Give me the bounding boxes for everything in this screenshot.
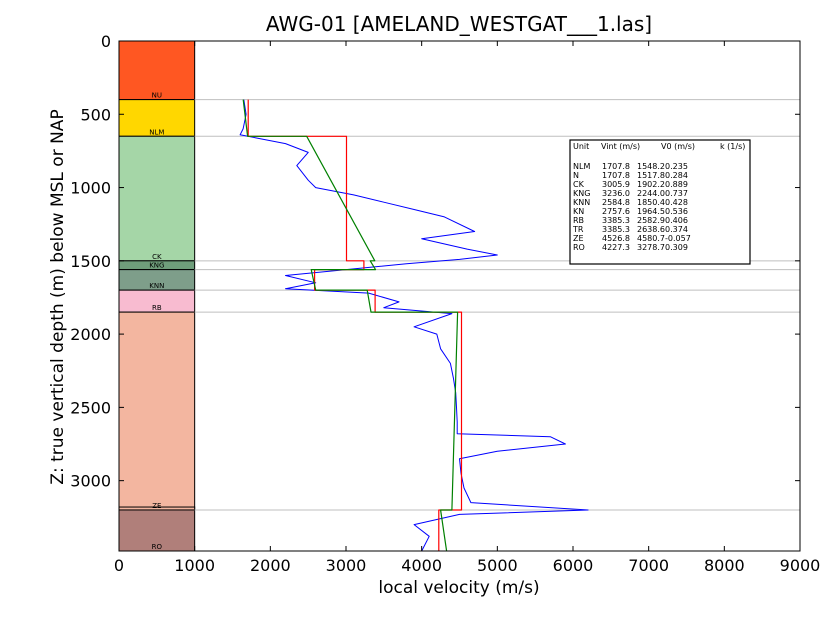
formation-label: KNN: [149, 282, 164, 290]
legend-cell: 1902.2: [637, 180, 665, 189]
legend-cell: 3278.7: [637, 243, 665, 252]
legend-cell: 0.428: [665, 198, 688, 207]
interval-velocity-line: [247, 99, 463, 551]
legend-header: k (1/s): [720, 142, 745, 151]
legend-cell: 3236.0: [602, 189, 630, 198]
legend-cell: 2584.8: [602, 198, 630, 207]
x-tick-label: 7000: [628, 556, 669, 575]
legend-cell: 1707.8: [602, 171, 630, 180]
legend-cell: 4526.8: [602, 234, 630, 243]
formation-bar: [118, 311, 196, 511]
legend-cell: 2244.0: [637, 189, 665, 198]
legend-cell: 0.536: [665, 207, 688, 216]
legend-cell: 0.284: [665, 171, 688, 180]
legend-cell: 3385.3: [602, 216, 630, 225]
formation-label: NLM: [149, 128, 164, 136]
legend-cell: RO: [573, 243, 585, 252]
legend-cell: 0.309: [665, 243, 688, 252]
legend-cell: 2582.9: [637, 216, 665, 225]
legend-cell: 0.235: [665, 162, 688, 171]
legend-box: [569, 139, 751, 265]
legend-cell: 1517.8: [637, 171, 665, 180]
legend-cell: 0.737: [665, 189, 688, 198]
x-tick-label: 4000: [401, 556, 442, 575]
legend-header: V0 (m/s): [661, 142, 695, 151]
formation-label: RB: [152, 304, 162, 312]
legend-cell: 2757.6: [602, 207, 630, 216]
legend-cell: 1964.5: [637, 207, 665, 216]
x-tick-label: 0: [114, 556, 124, 575]
legend-cell: NLM: [573, 162, 590, 171]
formation-bar: [118, 99, 196, 137]
velocity-log-line: [239, 99, 589, 552]
legend-cell: 4227.3: [602, 243, 630, 252]
formation-label: CK: [152, 253, 162, 261]
x-tick-label: 3000: [326, 556, 367, 575]
legend-cell: 0.374: [665, 225, 688, 234]
legend-cell: 0.406: [665, 216, 688, 225]
x-tick-label: 1000: [174, 556, 215, 575]
y-tick-label: 2000: [70, 325, 111, 344]
y-tick-label: 3000: [70, 472, 111, 491]
legend-cell: 3385.3: [602, 225, 630, 234]
formation-bar: [118, 509, 196, 552]
boundary-lines: [194, 99, 800, 511]
legend-cell: -0.057: [665, 234, 691, 243]
plot-frame: [118, 40, 801, 552]
legend-cell: 1548.2: [637, 162, 665, 171]
legend-cell: 1850.4: [637, 198, 665, 207]
legend-header: Vint (m/s): [601, 142, 640, 151]
legend-cell: RB: [573, 216, 584, 225]
formation-label: NU: [152, 92, 162, 100]
x-tick-label: 2000: [250, 556, 291, 575]
legend-cell: 3005.9: [602, 180, 630, 189]
legend-cell: 0.889: [665, 180, 688, 189]
formation-label: RO: [152, 543, 163, 551]
formation-bar: [118, 40, 196, 101]
y-tick-label: 2500: [70, 398, 111, 417]
x-tick-label: 8000: [704, 556, 745, 575]
x-tick-label: 6000: [553, 556, 594, 575]
legend-cell: KNN: [573, 198, 590, 207]
y-tick-label: 1500: [70, 252, 111, 271]
x-tick-label: 9000: [780, 556, 821, 575]
v0k-model-line: [242, 99, 459, 552]
legend-cell: CK: [573, 180, 585, 189]
legend: Unit Vint (m/s) V0 (m/s) k (1/s) NLM 1707.8 15…: [569, 139, 751, 265]
y-axis-label: Z: true vertical depth (m) below MSL or …: [48, 109, 68, 484]
chart-title: AWG-01 [AMELAND_WESTGAT___1.las]: [266, 12, 652, 36]
legend-cell: 1707.8: [602, 162, 630, 171]
axes-group: 0 1000 2000 3000 4000 5000 6000 7000 8000 9000 0 50…: [70, 32, 820, 575]
series-group: [239, 99, 589, 552]
formation-label: ZE: [152, 502, 161, 510]
y-tick-label: 0: [101, 32, 111, 51]
legend-cell: KNG: [573, 189, 590, 198]
formation-label: KNG: [149, 262, 164, 270]
legend-cell: KN: [573, 207, 584, 216]
legend-cell: 2638.6: [637, 225, 665, 234]
x-tick-label: 5000: [477, 556, 518, 575]
legend-cell: ZE: [573, 234, 584, 243]
y-tick-label: 1000: [70, 179, 111, 198]
x-axis-label: local velocity (m/s): [378, 578, 539, 598]
y-tick-label: 500: [80, 105, 111, 124]
legend-cell: N: [573, 171, 579, 180]
formation-bar: [118, 135, 196, 262]
legend-header: Unit: [573, 142, 589, 151]
legend-cell: 4580.7: [637, 234, 665, 243]
legend-cell: TR: [572, 225, 584, 234]
